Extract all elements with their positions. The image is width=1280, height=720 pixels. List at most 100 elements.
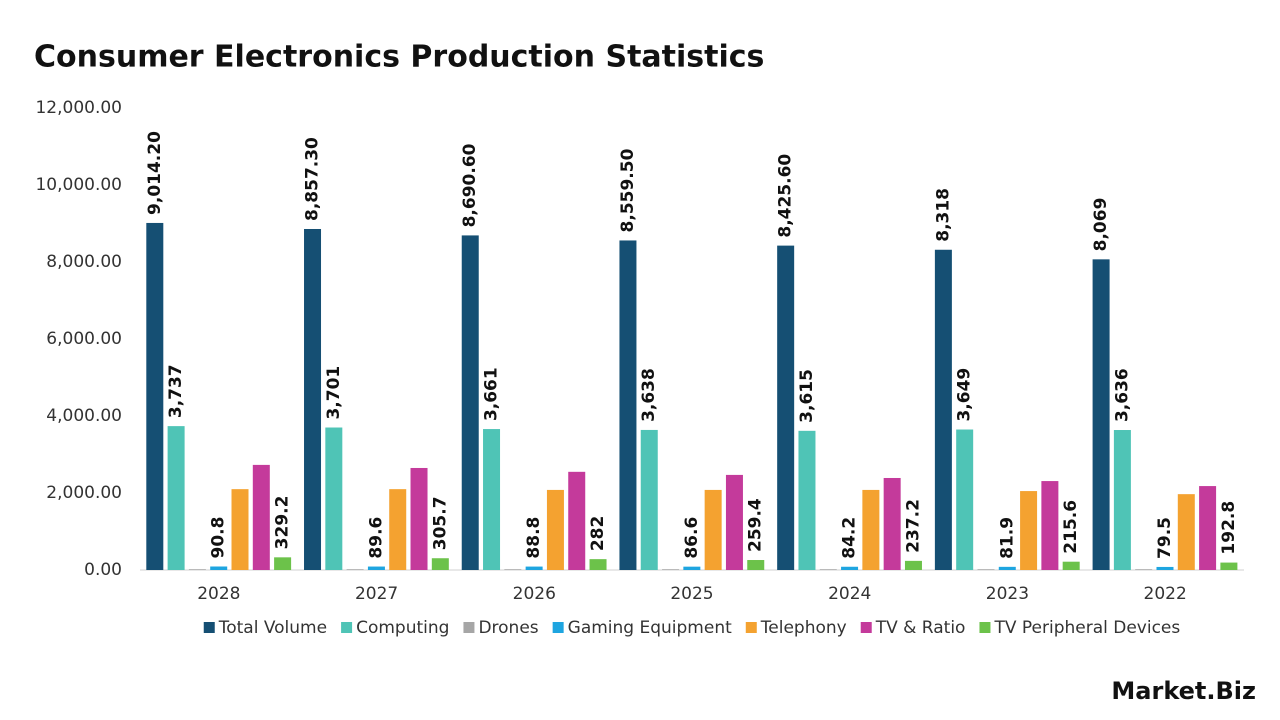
bar (904, 560, 922, 570)
bar (546, 489, 564, 570)
bar (274, 557, 292, 570)
x-tick-label: 2024 (828, 584, 871, 604)
bar (998, 566, 1016, 570)
bar (934, 249, 952, 570)
bar (798, 430, 816, 570)
bar (483, 429, 501, 570)
legend-swatch (745, 622, 757, 633)
data-label: 8,690.60 (460, 143, 480, 227)
data-label: 3,661 (482, 367, 502, 421)
data-label: 215.6 (1061, 500, 1081, 554)
legend-swatch (979, 622, 991, 633)
x-tick-label: 2028 (197, 584, 240, 604)
data-label: 8,069 (1091, 198, 1111, 252)
x-tick-label: 2026 (513, 584, 556, 604)
data-label: 90.8 (209, 517, 229, 559)
data-label: 8,559.50 (618, 148, 638, 232)
bar (1113, 430, 1131, 570)
data-label: 8,425.60 (776, 154, 796, 238)
bar (883, 477, 901, 570)
bar (410, 467, 428, 570)
data-label: 88.8 (524, 517, 544, 559)
bar (210, 566, 228, 570)
bar (1177, 494, 1195, 570)
data-label: 86.6 (682, 517, 702, 559)
bar (747, 560, 765, 570)
legend-swatch (341, 622, 353, 633)
bar (640, 429, 658, 570)
bar (819, 569, 837, 570)
bar (325, 427, 343, 570)
bar (977, 569, 995, 570)
data-label: 237.2 (903, 499, 923, 553)
y-tick-label: 6,000.00 (46, 329, 122, 349)
bar (1020, 491, 1038, 570)
legend-label: Computing (356, 618, 449, 638)
bar (346, 569, 364, 570)
bar (1092, 259, 1110, 570)
bar (589, 559, 607, 570)
legend-label: Drones (478, 618, 538, 638)
legend-label: Telephony (760, 618, 847, 638)
bar (1041, 481, 1059, 570)
data-label: 192.8 (1219, 501, 1239, 555)
data-label: 259.4 (746, 498, 766, 552)
bar (252, 464, 270, 570)
x-tick-label: 2022 (1144, 584, 1187, 604)
bar (1135, 569, 1153, 570)
legend-label: TV & Ratio (875, 618, 966, 638)
bar (704, 489, 722, 570)
data-label: 3,701 (324, 366, 344, 420)
bar (841, 566, 859, 570)
legend-swatch (860, 622, 872, 633)
chart-title: Consumer Electronics Production Statisti… (34, 40, 764, 75)
data-label: 84.2 (840, 517, 860, 559)
legend-label: Gaming Equipment (568, 618, 732, 638)
y-tick-label: 0.00 (84, 560, 122, 580)
bar (1220, 562, 1238, 570)
legend-label: Total Volume (218, 618, 327, 638)
data-label: 9,014.20 (145, 131, 165, 215)
data-label: 3,636 (1112, 368, 1132, 422)
y-tick-label: 10,000.00 (35, 175, 122, 195)
bar (568, 471, 586, 570)
data-label: 3,638 (639, 368, 659, 422)
bar (389, 489, 407, 570)
bar (1199, 486, 1217, 570)
logo: Market.Biz (1111, 677, 1256, 705)
bar (683, 566, 701, 570)
bar (1156, 566, 1174, 570)
data-label: 3,615 (797, 369, 817, 423)
y-tick-label: 2,000.00 (46, 483, 122, 503)
bar (1062, 561, 1080, 570)
bar (431, 558, 449, 570)
bar (504, 569, 522, 570)
bar (367, 566, 385, 570)
bar (304, 228, 322, 570)
data-label: 329.2 (273, 496, 293, 550)
y-tick-label: 12,000.00 (35, 98, 122, 118)
bar (862, 489, 880, 570)
data-label: 282 (588, 516, 608, 552)
bar (525, 566, 543, 570)
data-label: 89.6 (366, 517, 386, 559)
data-label: 8,318 (933, 188, 953, 242)
bar (662, 569, 680, 570)
bar (146, 222, 164, 570)
y-tick-label: 8,000.00 (46, 252, 122, 272)
y-tick-label: 4,000.00 (46, 406, 122, 426)
x-tick-label: 2027 (355, 584, 398, 604)
bar (461, 235, 479, 570)
bar (777, 245, 795, 571)
x-tick-label: 2025 (670, 584, 713, 604)
x-tick-label: 2023 (986, 584, 1029, 604)
bar (619, 240, 637, 571)
data-label: 8,857.30 (303, 137, 323, 221)
data-label: 3,737 (166, 364, 186, 418)
data-label: 3,649 (955, 368, 975, 422)
data-label: 79.5 (1155, 517, 1175, 559)
legend-swatch (463, 622, 475, 633)
bar (956, 429, 974, 570)
bar (725, 474, 743, 570)
